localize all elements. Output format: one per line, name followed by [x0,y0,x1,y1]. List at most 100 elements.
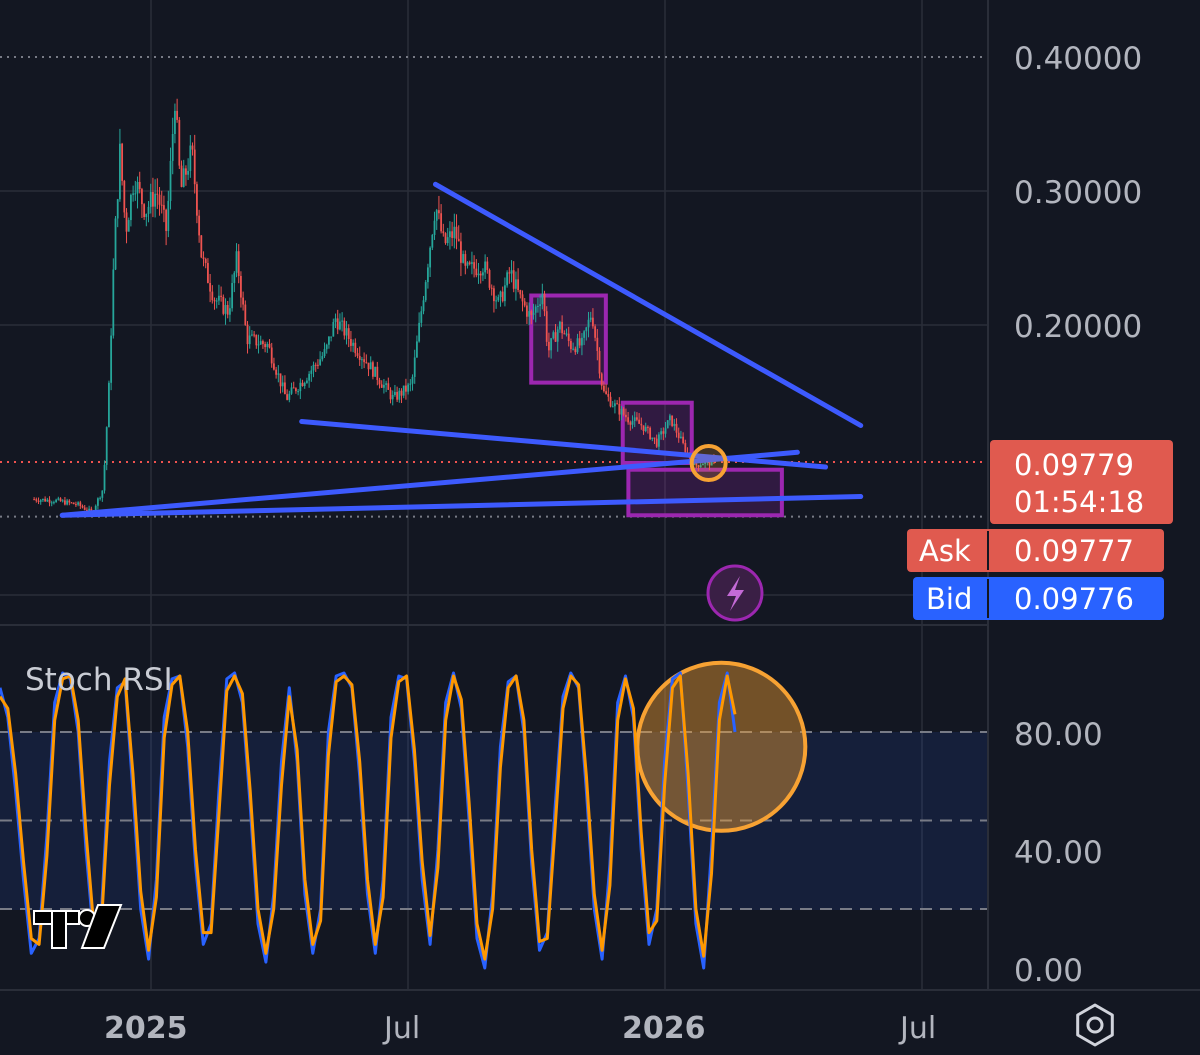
candle [394,391,396,395]
candle [429,247,432,268]
candle [374,366,377,377]
candle [169,160,172,201]
candle [176,110,179,120]
candle [380,384,383,388]
candle [189,145,192,171]
candle [211,291,214,301]
candle [83,507,86,510]
stoch-series [0,671,737,970]
candle [671,415,674,426]
candle [226,304,229,315]
candle [567,333,570,341]
candle [108,382,110,428]
candle [651,437,654,440]
candle [435,210,438,221]
indicator-title[interactable]: Stoch RSI [25,662,173,698]
range-box[interactable] [626,467,784,518]
candle [163,205,165,210]
candle [387,383,390,390]
candle [398,390,401,400]
candle [308,373,311,381]
price-tick-label: 0.30000 [1014,175,1142,211]
candle [510,270,513,274]
candle [605,391,608,394]
candle [440,213,443,232]
candle [647,426,649,428]
candle [273,363,275,370]
candle [695,461,698,466]
candle [35,499,38,501]
candle [369,362,372,370]
price-tag-value: 0.09779 [1014,448,1134,482]
trendlines[interactable] [59,181,864,518]
trendline[interactable] [59,494,864,518]
candle [68,500,71,503]
settings-icon[interactable] [1076,1003,1114,1047]
candle [341,320,344,322]
candle [152,192,154,207]
candle [534,306,537,313]
highlight-circle-stoch[interactable] [635,660,808,833]
candle [292,387,295,389]
candle [303,382,306,387]
candle [116,199,119,219]
candle [143,204,146,218]
candle [473,262,476,269]
candle [343,320,346,336]
candle [167,200,170,231]
candle [455,226,458,239]
candle [666,420,669,429]
candle [72,502,75,505]
candle [479,273,482,276]
candle [420,311,423,323]
candle [493,288,495,302]
candle [138,181,141,190]
trendline[interactable] [432,181,864,428]
highlight-circle-price[interactable] [689,444,728,483]
candle [158,194,161,205]
ask-tag[interactable]: Ask 0.09777 [907,529,1164,572]
candle [259,341,262,345]
trendline[interactable] [59,449,800,518]
candle [57,498,60,500]
candle [378,380,381,385]
candle [235,251,238,273]
candle [328,336,330,345]
candle [385,383,388,385]
candle [611,406,614,408]
candle [515,279,517,289]
candle [77,502,80,505]
candle [523,301,526,306]
current-price-tag[interactable]: 0.09779 01:54:18 [990,440,1173,524]
bid-tag[interactable]: Bid 0.09776 [913,577,1164,620]
candle [204,259,207,264]
candle [600,373,603,386]
candle [224,304,227,314]
candle [543,293,546,312]
candle [281,382,284,387]
candle [682,436,685,444]
price-tag-countdown: 01:54:18 [1014,485,1144,519]
candle [548,341,550,351]
candle [339,321,341,330]
candle [119,143,121,200]
candle [191,145,194,150]
candle [446,237,449,244]
candle [160,204,163,206]
candle [603,385,605,392]
candle [554,332,557,342]
candle [673,423,676,426]
candle [460,241,462,263]
candle [710,458,713,466]
highlight-circles[interactable] [635,444,808,833]
candle [431,234,434,248]
candle [521,294,524,302]
candle [622,408,625,415]
candle [422,300,425,312]
candle [576,338,579,353]
candle [59,498,62,502]
candle [594,326,597,338]
lightning-event-button[interactable] [706,564,764,622]
candle [229,308,231,315]
